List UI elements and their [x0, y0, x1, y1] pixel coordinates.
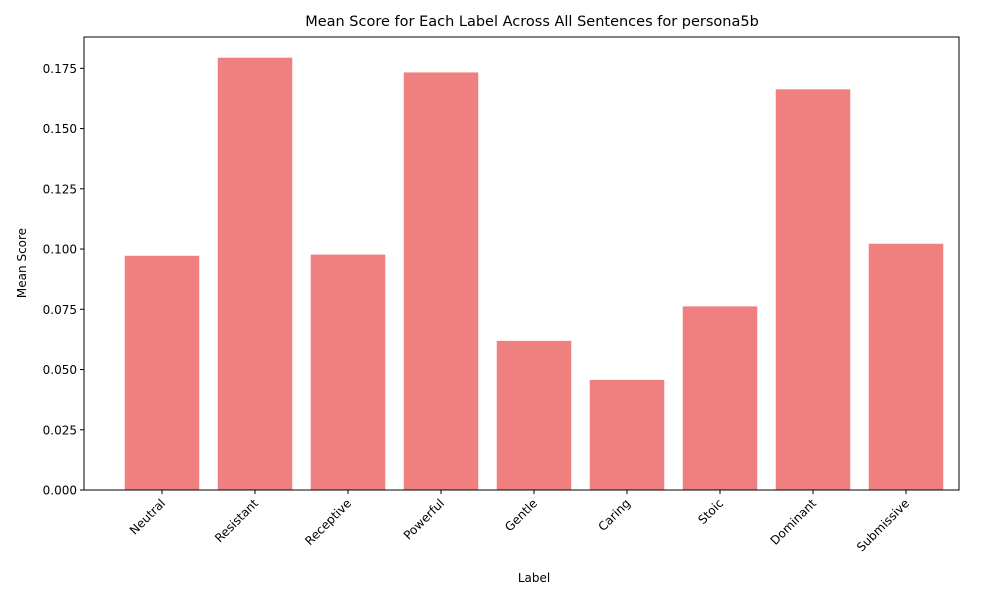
bar-receptive: [310, 254, 386, 490]
x-tick-label: Gentle: [502, 496, 540, 534]
y-tick-label: 0.000: [43, 484, 77, 498]
x-tick-label: Receptive: [302, 496, 354, 548]
bar-neutral: [124, 255, 200, 490]
y-tick-label: 0.075: [43, 303, 77, 317]
bar-submissive: [868, 243, 944, 490]
plot-frame: [83, 36, 960, 491]
x-tick-label: Resistant: [212, 496, 261, 545]
y-tick-label: 0.125: [43, 182, 77, 196]
y-axis-label: Mean Score: [15, 228, 29, 298]
bar-caring: [589, 379, 665, 490]
y-axis: 0.000 0.025 0.050 0.075 0.100 0.125 0.150 0.175: [43, 62, 84, 498]
bar-dominant: [775, 89, 851, 490]
bars-layer: [124, 57, 944, 491]
chart-title: Mean Score for Each Label Across All Sen…: [305, 14, 759, 30]
x-tick-label: Stoic: [695, 496, 726, 527]
x-axis-label: Label: [518, 571, 550, 585]
y-tick-label: 0.175: [43, 62, 77, 76]
bar-gentle: [496, 340, 572, 490]
x-tick-label: Submissive: [854, 496, 912, 554]
x-axis: Neutral Resistant Receptive Powerful Gentle C…: [127, 490, 912, 554]
y-tick-label: 0.050: [43, 363, 77, 377]
bar-powerful: [403, 72, 479, 491]
x-tick-label: Powerful: [401, 496, 447, 542]
x-tick-label: Caring: [595, 496, 633, 534]
bar-stoic: [682, 306, 758, 490]
bar-resistant: [217, 57, 293, 490]
y-tick-label: 0.025: [43, 423, 77, 437]
x-tick-label: Dominant: [768, 496, 820, 548]
x-tick-label: Neutral: [127, 496, 168, 537]
y-tick-label: 0.100: [43, 243, 77, 257]
y-tick-label: 0.150: [43, 122, 77, 136]
